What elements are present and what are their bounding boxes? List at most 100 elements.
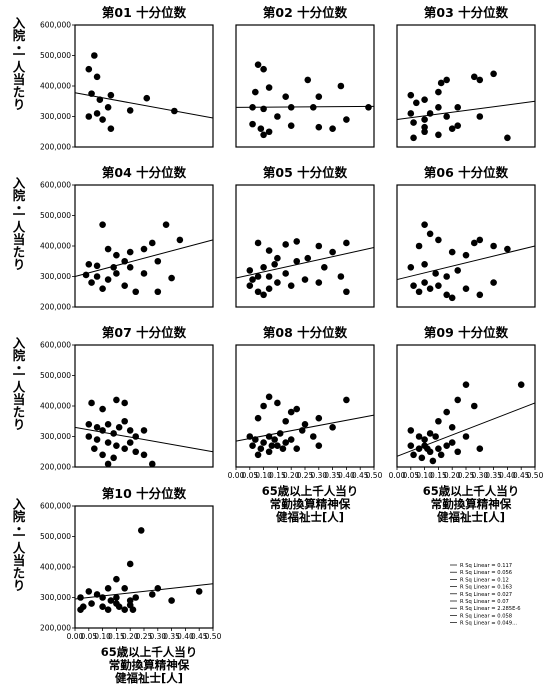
data-point	[93, 591, 101, 598]
x-tick-label: 0.00	[67, 632, 84, 641]
data-point	[93, 110, 101, 117]
data-point	[265, 433, 273, 440]
plot-frame	[235, 344, 375, 468]
data-point	[282, 93, 289, 100]
plot-frame	[74, 344, 214, 468]
x-tick-label: 0.30	[310, 471, 327, 480]
y-tick-label: 300,000	[40, 432, 71, 441]
data-point	[415, 242, 423, 250]
x-axis-label: 常勤換算精神保	[431, 497, 512, 511]
data-point	[432, 433, 439, 440]
data-point	[407, 91, 415, 99]
data-point	[126, 248, 134, 256]
data-point	[490, 242, 497, 250]
data-point	[287, 282, 295, 289]
data-point	[85, 433, 93, 440]
data-point	[171, 107, 178, 115]
data-point	[104, 276, 112, 283]
data-point	[421, 96, 428, 104]
data-point	[154, 257, 162, 265]
data-point	[462, 433, 470, 440]
data-point	[426, 430, 434, 437]
data-point	[443, 113, 450, 120]
y-tick-label: 200,000	[40, 624, 71, 633]
data-point	[107, 91, 115, 99]
plot-frame	[235, 184, 375, 308]
data-point	[421, 279, 428, 286]
data-point	[462, 285, 470, 293]
data-point	[154, 288, 162, 296]
data-point	[407, 110, 415, 117]
x-tick-label: 0.10	[94, 632, 111, 641]
data-point	[343, 116, 350, 123]
data-point	[517, 381, 525, 388]
data-point	[77, 606, 84, 613]
data-point	[435, 445, 442, 453]
data-point	[315, 442, 323, 449]
data-point	[407, 427, 415, 434]
legend-entry: R Sq Linear = 0.058	[460, 613, 512, 619]
data-point	[279, 445, 287, 453]
data-point	[274, 399, 281, 407]
data-point	[85, 588, 93, 595]
data-point	[140, 270, 148, 277]
data-point	[435, 417, 442, 425]
x-tick-label: 0.10	[255, 471, 272, 480]
y-axis-label: 入院・	[11, 16, 26, 54]
data-point	[329, 424, 336, 431]
data-point	[132, 594, 140, 601]
x-axis-label: 常勤換算精神保	[109, 658, 190, 672]
data-point	[435, 131, 442, 139]
y-tick-label: 400,000	[40, 82, 71, 91]
data-point	[121, 417, 128, 425]
data-point	[104, 245, 112, 253]
data-point	[462, 381, 470, 388]
data-point	[104, 606, 112, 613]
fit-line	[235, 105, 375, 108]
data-point	[260, 291, 267, 299]
data-point	[470, 239, 478, 247]
data-point	[301, 276, 309, 283]
plot-frame	[74, 24, 214, 148]
x-tick-label: 0.20	[283, 471, 300, 480]
data-point	[265, 448, 273, 456]
data-point	[132, 288, 140, 296]
x-tick-label: 0.40	[338, 471, 355, 480]
data-point	[410, 282, 417, 289]
data-point	[265, 393, 273, 401]
x-tick-label: 0.15	[430, 471, 447, 480]
y-axis-label: 一人当たり	[11, 368, 26, 431]
x-tick-label: 0.35	[485, 471, 502, 480]
data-point	[337, 82, 345, 90]
fit-line	[235, 414, 375, 442]
fit-line	[74, 426, 214, 453]
x-axis-label: 65歳以上千人当り	[101, 645, 198, 659]
data-point	[415, 288, 423, 296]
data-point	[315, 414, 323, 422]
data-point	[424, 445, 431, 453]
data-point	[476, 291, 484, 299]
data-point	[104, 439, 112, 446]
legend-entry: R Sq Linear = 0.07	[460, 599, 509, 605]
data-point	[315, 123, 323, 131]
data-point	[121, 606, 128, 613]
data-point	[93, 273, 101, 280]
data-point	[443, 76, 450, 84]
data-point	[249, 120, 256, 128]
data-point	[246, 433, 254, 440]
data-point	[435, 236, 442, 244]
data-point	[126, 264, 134, 271]
data-point	[88, 279, 95, 286]
legend-entry: R Sq Linear = 0.056	[460, 570, 512, 576]
data-point	[437, 79, 445, 87]
data-point	[254, 61, 262, 68]
data-point	[113, 251, 120, 259]
legend-entry: R Sq Linear = 0.117	[460, 563, 512, 569]
y-tick-label: 600,000	[40, 502, 71, 511]
x-tick-label: 0.20	[444, 471, 461, 480]
data-point	[249, 104, 256, 111]
data-point	[448, 294, 456, 302]
data-point	[293, 405, 301, 413]
data-point	[104, 460, 112, 468]
x-tick-label: 0.00	[228, 471, 245, 480]
